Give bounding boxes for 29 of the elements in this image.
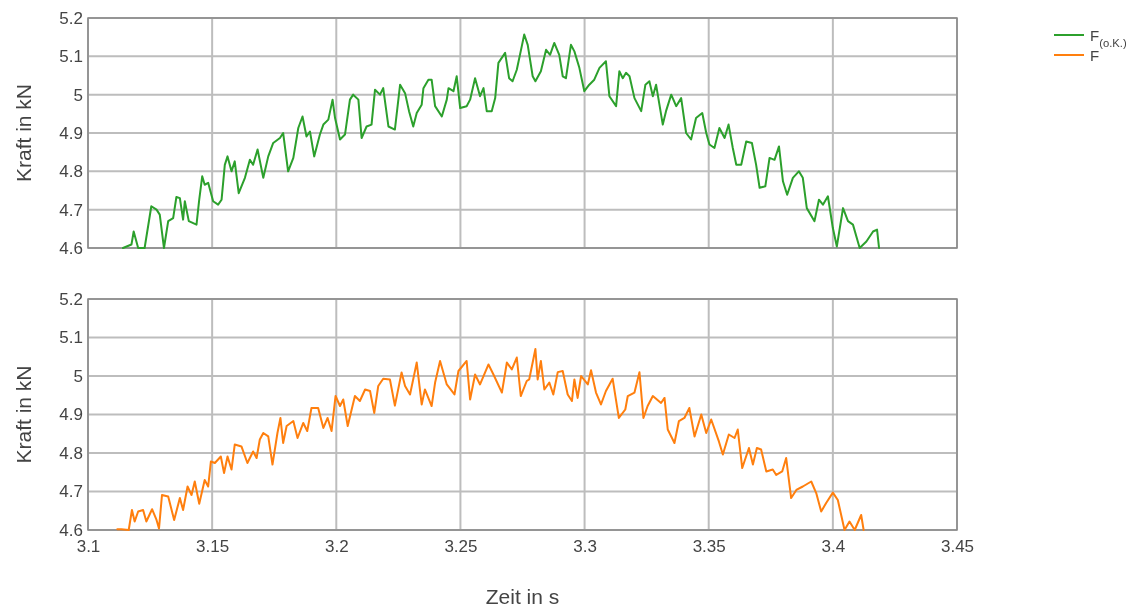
line-series: [122, 33, 881, 249]
y-tick-label: 4.9: [59, 123, 83, 143]
y-tick-label: 5: [73, 366, 83, 386]
legend-label: F$_{(o.K.)}$: [1090, 27, 1127, 49]
y-axis-title: Kraft in kN: [12, 83, 35, 183]
y-tick-label: 4.6: [59, 520, 83, 540]
y-tick-label: 4.9: [59, 405, 83, 425]
y-tick-label: 5.2: [59, 8, 83, 28]
y-tick-label: 4.7: [59, 482, 83, 502]
y-tick-label: 4.8: [59, 443, 83, 463]
y-tick-label: 5.2: [59, 289, 83, 309]
y-tick-label: 4.7: [59, 200, 83, 220]
x-tick-label: 3.3: [573, 537, 597, 557]
y-tick-label: 5.1: [59, 328, 83, 348]
x-tick-label: 3.15: [196, 537, 230, 557]
y-tick-label: 5: [73, 85, 83, 105]
x-tick-label: 3.45: [940, 537, 975, 557]
x-tick-label: 3.2: [324, 537, 349, 557]
y-axis-title: Kraft in kN: [12, 365, 35, 464]
y-tick-label: 5.1: [59, 47, 83, 67]
x-axis-title: Zeit in s: [485, 585, 560, 608]
y-tick-label: 4.8: [59, 162, 83, 182]
x-tick-label: 3.1: [76, 537, 101, 557]
line-series: [116, 348, 865, 531]
x-tick-label: 3.25: [444, 537, 478, 557]
x-tick-label: 3.4: [821, 537, 846, 557]
x-tick-label: 3.35: [692, 537, 726, 557]
y-tick-label: 4.6: [59, 238, 83, 258]
legend-label: F: [1090, 47, 1100, 64]
